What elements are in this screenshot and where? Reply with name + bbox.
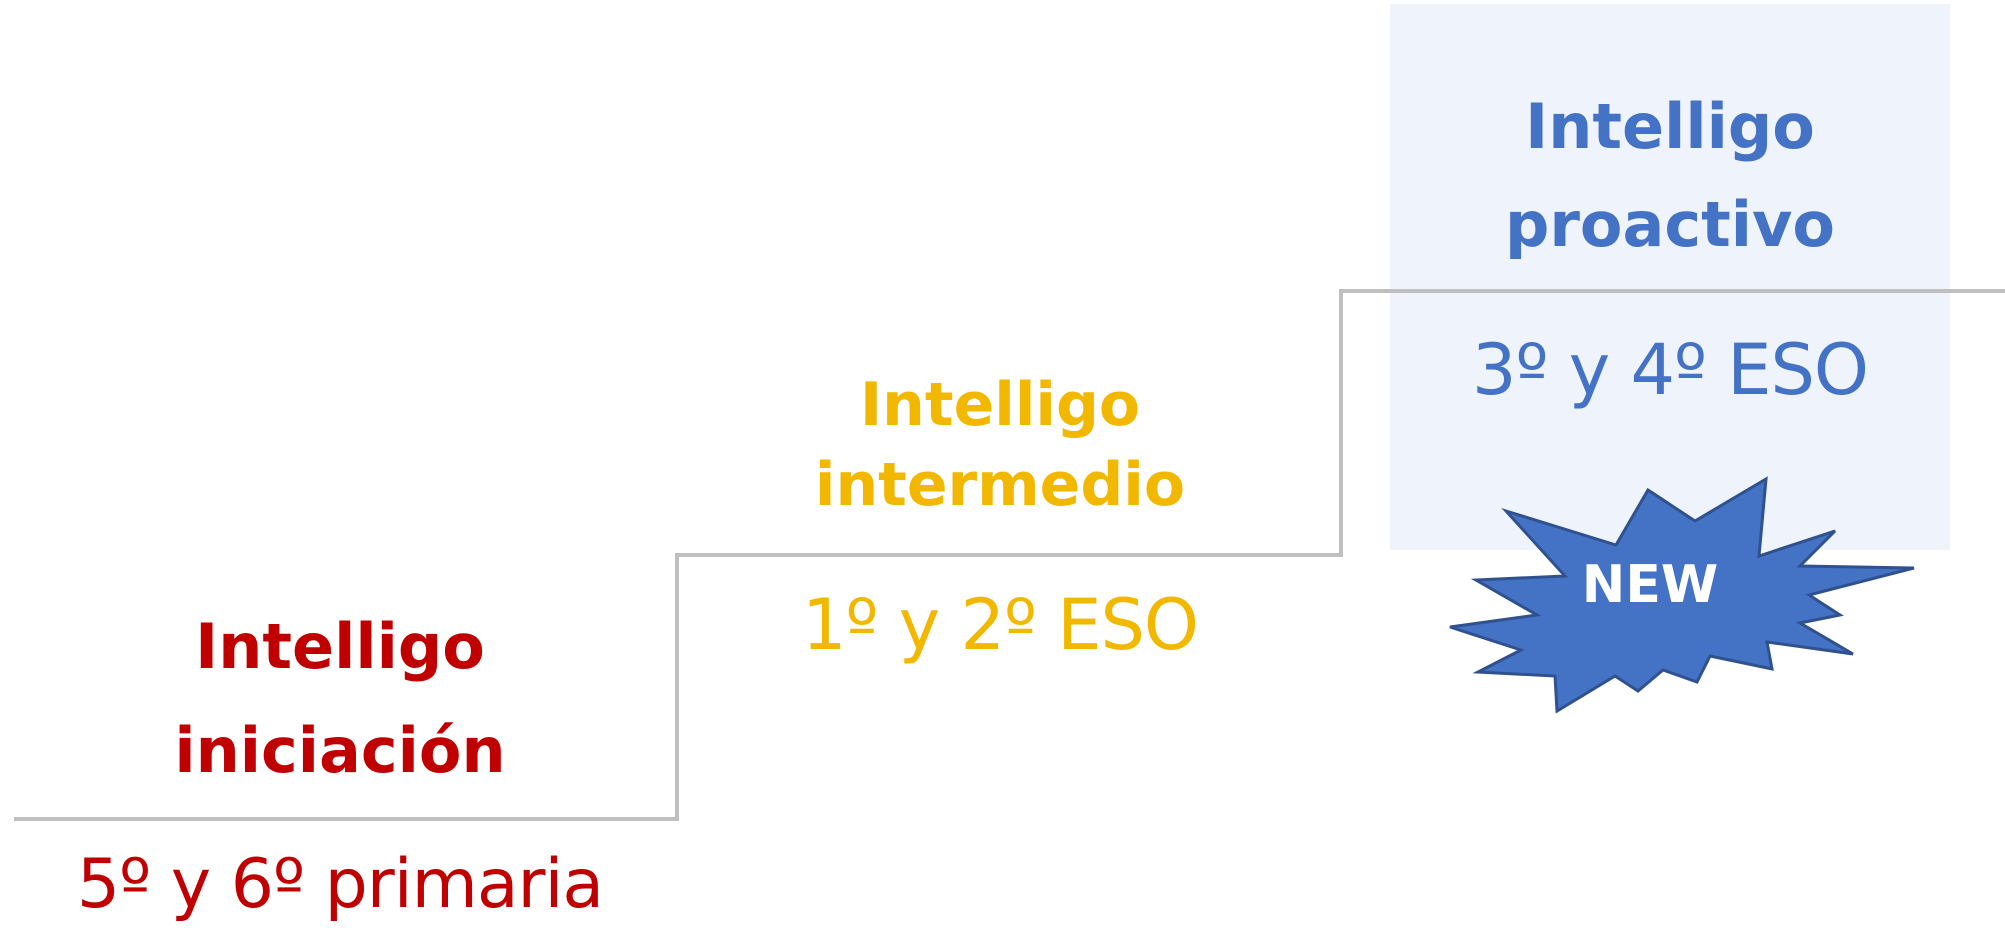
level-title: Intelligo iniciación bbox=[140, 595, 540, 803]
level-title-line1: Intelligo bbox=[1525, 90, 1815, 163]
level-title-line2: proactivo bbox=[1504, 188, 1836, 261]
level-title-line2: iniciación bbox=[174, 714, 506, 787]
level-grade: 5º y 6º primaria bbox=[76, 845, 604, 924]
level-title-line2: intermedio bbox=[814, 450, 1186, 520]
new-badge-label: NEW bbox=[1581, 555, 1719, 615]
level-grade: 3º y 4º ESO bbox=[1472, 329, 1869, 411]
proactivo-highlight-box bbox=[1390, 4, 1950, 550]
level-grade: 1º y 2º ESO bbox=[802, 584, 1199, 666]
level-title-line1: Intelligo bbox=[859, 370, 1141, 440]
starburst-icon bbox=[1449, 476, 1915, 714]
level-title: Intelligo intermedio bbox=[780, 365, 1220, 525]
level-title-line1: Intelligo bbox=[195, 610, 485, 683]
level-title: Intelligo proactivo bbox=[1440, 78, 1900, 274]
new-badge: NEW bbox=[1370, 460, 1990, 740]
